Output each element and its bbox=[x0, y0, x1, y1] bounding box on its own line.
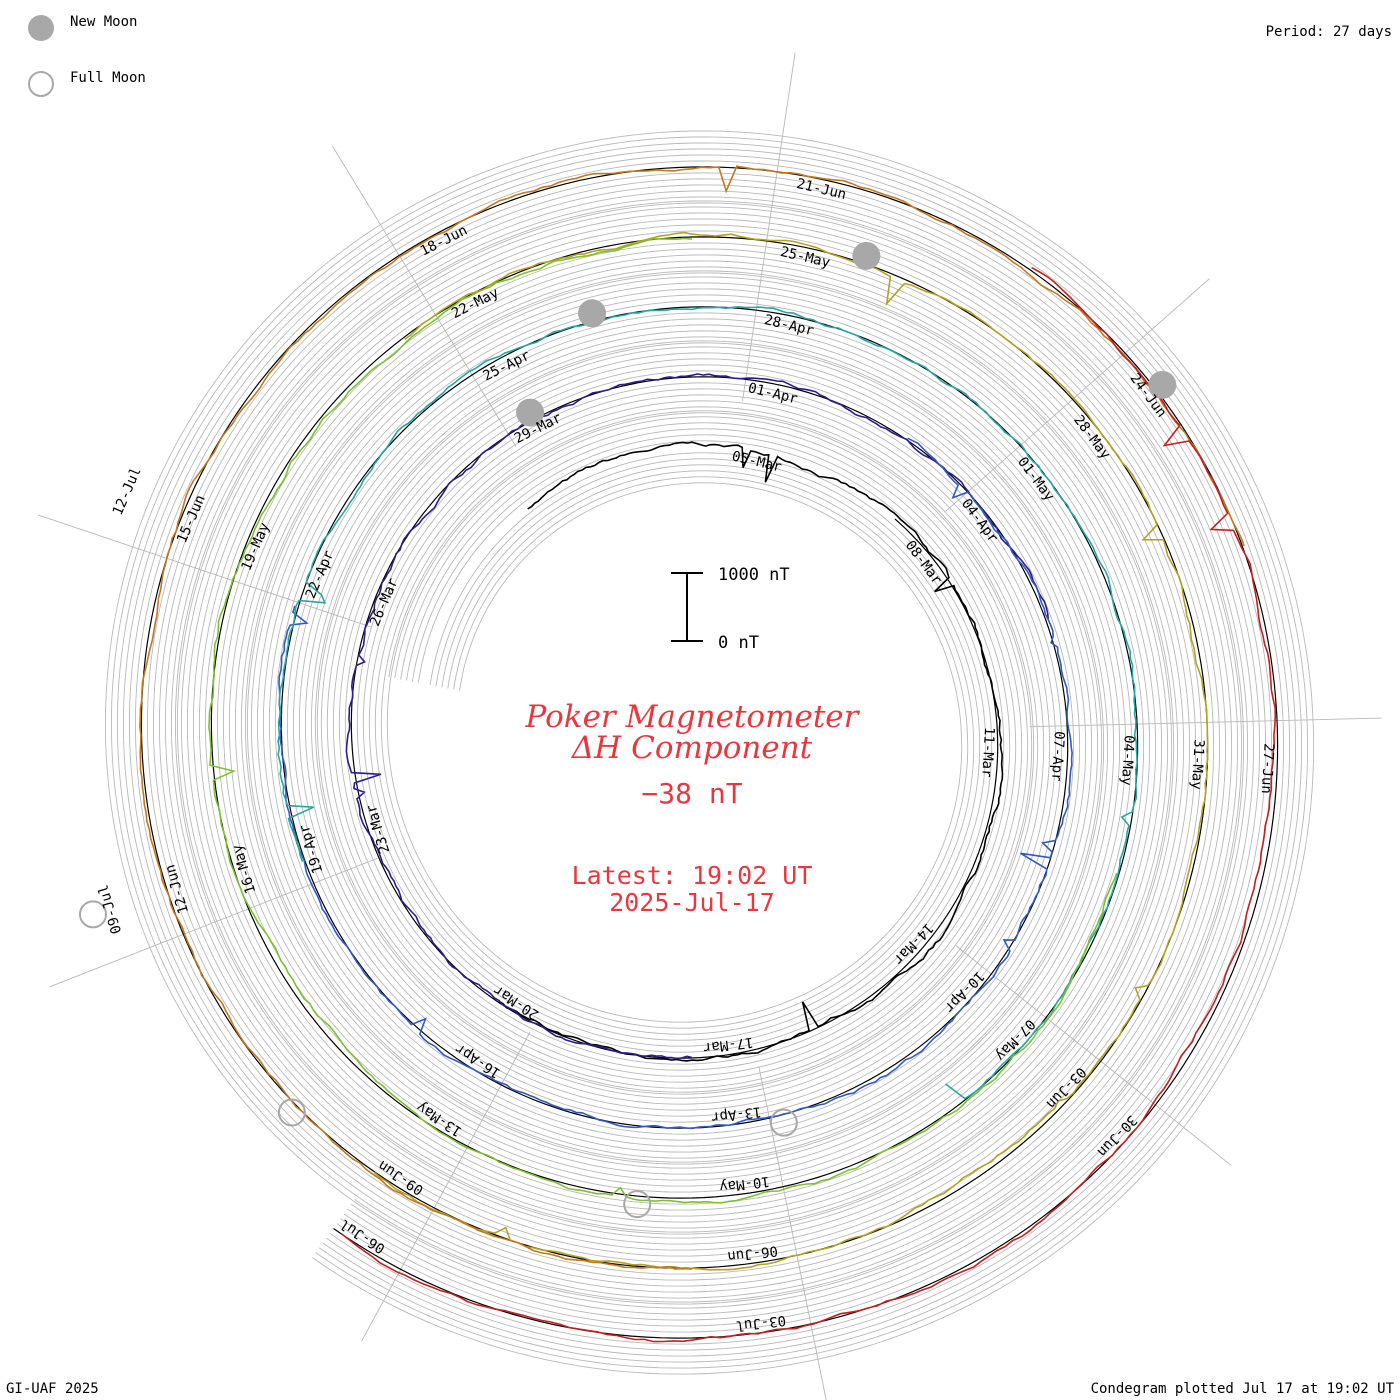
date-label: 06-Jun bbox=[727, 1242, 779, 1264]
radial-gridline bbox=[742, 52, 796, 401]
date-label: 09-Jul bbox=[95, 883, 125, 936]
scale-bar: 1000 nT 0 nT bbox=[671, 565, 790, 653]
date-label: 14-Mar bbox=[890, 920, 936, 968]
data-series bbox=[138, 165, 1277, 1343]
spiral-grid bbox=[37, 52, 1382, 1400]
data-series-segment bbox=[498, 441, 1004, 1062]
grid-spiral bbox=[176, 202, 1243, 1303]
radial-gridline bbox=[332, 145, 517, 447]
data-series-segment bbox=[340, 266, 1277, 1343]
period-label: Period: 27 days bbox=[1265, 24, 1392, 40]
grid-spiral bbox=[110, 136, 1309, 1369]
data-series-segment bbox=[138, 165, 1245, 1270]
moon-phase-markers bbox=[79, 241, 1177, 1219]
date-label: 27-Jun bbox=[1258, 743, 1277, 794]
date-label: 03-Jul bbox=[735, 1312, 787, 1334]
grid-spiral bbox=[116, 142, 1303, 1363]
date-label: 10-May bbox=[718, 1173, 770, 1195]
full-moon-marker bbox=[79, 900, 108, 929]
grid-spiral bbox=[134, 160, 1285, 1345]
grid-spiral bbox=[128, 154, 1291, 1351]
radial-gridline bbox=[1029, 717, 1382, 728]
grid-spiral bbox=[170, 196, 1249, 1309]
latest-date: 2025-Jul-17 bbox=[609, 888, 775, 917]
grid-spiral bbox=[122, 148, 1297, 1357]
date-label: 25-May bbox=[779, 244, 832, 271]
new-moon-marker bbox=[852, 241, 881, 270]
full-moon-marker bbox=[769, 1108, 798, 1137]
full-moon-legend-icon bbox=[28, 71, 54, 97]
full-moon-marker bbox=[277, 1098, 306, 1127]
chart-subtitle: ΔH Component bbox=[571, 730, 813, 766]
date-label: 26-Mar bbox=[367, 576, 402, 629]
data-series-segment bbox=[373, 231, 1209, 1271]
new-moon-legend-label: New Moon bbox=[70, 14, 138, 30]
plotted-timestamp: Condegram plotted Jul 17 at 19:02 UT bbox=[1090, 1381, 1394, 1397]
date-label: 12-Jul bbox=[110, 465, 145, 518]
new-moon-marker bbox=[516, 398, 545, 427]
radial-gridline bbox=[37, 514, 372, 628]
radial-gridline bbox=[955, 945, 1232, 1166]
grid-spiral bbox=[104, 130, 1315, 1375]
date-label: 17-Mar bbox=[702, 1034, 754, 1056]
data-series-segment bbox=[208, 237, 1118, 1204]
date-label: 01-May bbox=[1014, 454, 1057, 504]
scale-bar-top-label: 1000 nT bbox=[718, 565, 790, 585]
date-label: 28-Apr bbox=[763, 312, 816, 339]
scale-bar-bottom-label: 0 nT bbox=[718, 633, 759, 653]
new-moon-legend-icon bbox=[28, 15, 54, 41]
grid-spiral bbox=[152, 178, 1267, 1327]
date-label: 03-Jun bbox=[1043, 1064, 1089, 1112]
date-label: 13-Apr bbox=[710, 1103, 762, 1125]
new-moon-marker bbox=[1148, 370, 1177, 399]
date-label: 04-May bbox=[1118, 735, 1137, 786]
date-label: 04-Apr bbox=[958, 496, 1001, 546]
credit-label: GI-UAF 2025 bbox=[6, 1381, 99, 1397]
data-series-segment bbox=[277, 305, 1138, 1100]
full-moon-legend-label: Full Moon bbox=[70, 70, 146, 86]
chart-title: Poker Magnetometer bbox=[525, 699, 861, 735]
date-label: 10-Apr bbox=[941, 968, 987, 1016]
full-moon-marker bbox=[623, 1190, 652, 1219]
data-series-segment bbox=[278, 437, 1073, 1130]
latest-time: Latest: 19:02 UT bbox=[572, 861, 813, 890]
new-moon-marker bbox=[578, 299, 607, 328]
grid-spiral bbox=[164, 190, 1255, 1315]
date-label: 31-May bbox=[1188, 739, 1207, 790]
grid-spiral bbox=[158, 184, 1261, 1321]
date-label: 07-Apr bbox=[1048, 731, 1067, 782]
date-label: 19-May bbox=[238, 520, 273, 573]
radial-gridline bbox=[49, 857, 378, 988]
grid-spiral bbox=[146, 172, 1273, 1333]
radial-gridline bbox=[945, 278, 1210, 512]
current-value: −38 nT bbox=[641, 777, 742, 810]
data-series-segment bbox=[345, 373, 1049, 1060]
date-label: 11-Mar bbox=[978, 727, 997, 778]
date-label: 30-Jun bbox=[1094, 1112, 1140, 1160]
center-title-block: Poker Magnetometer ΔH Component −38 nT L… bbox=[525, 699, 861, 917]
